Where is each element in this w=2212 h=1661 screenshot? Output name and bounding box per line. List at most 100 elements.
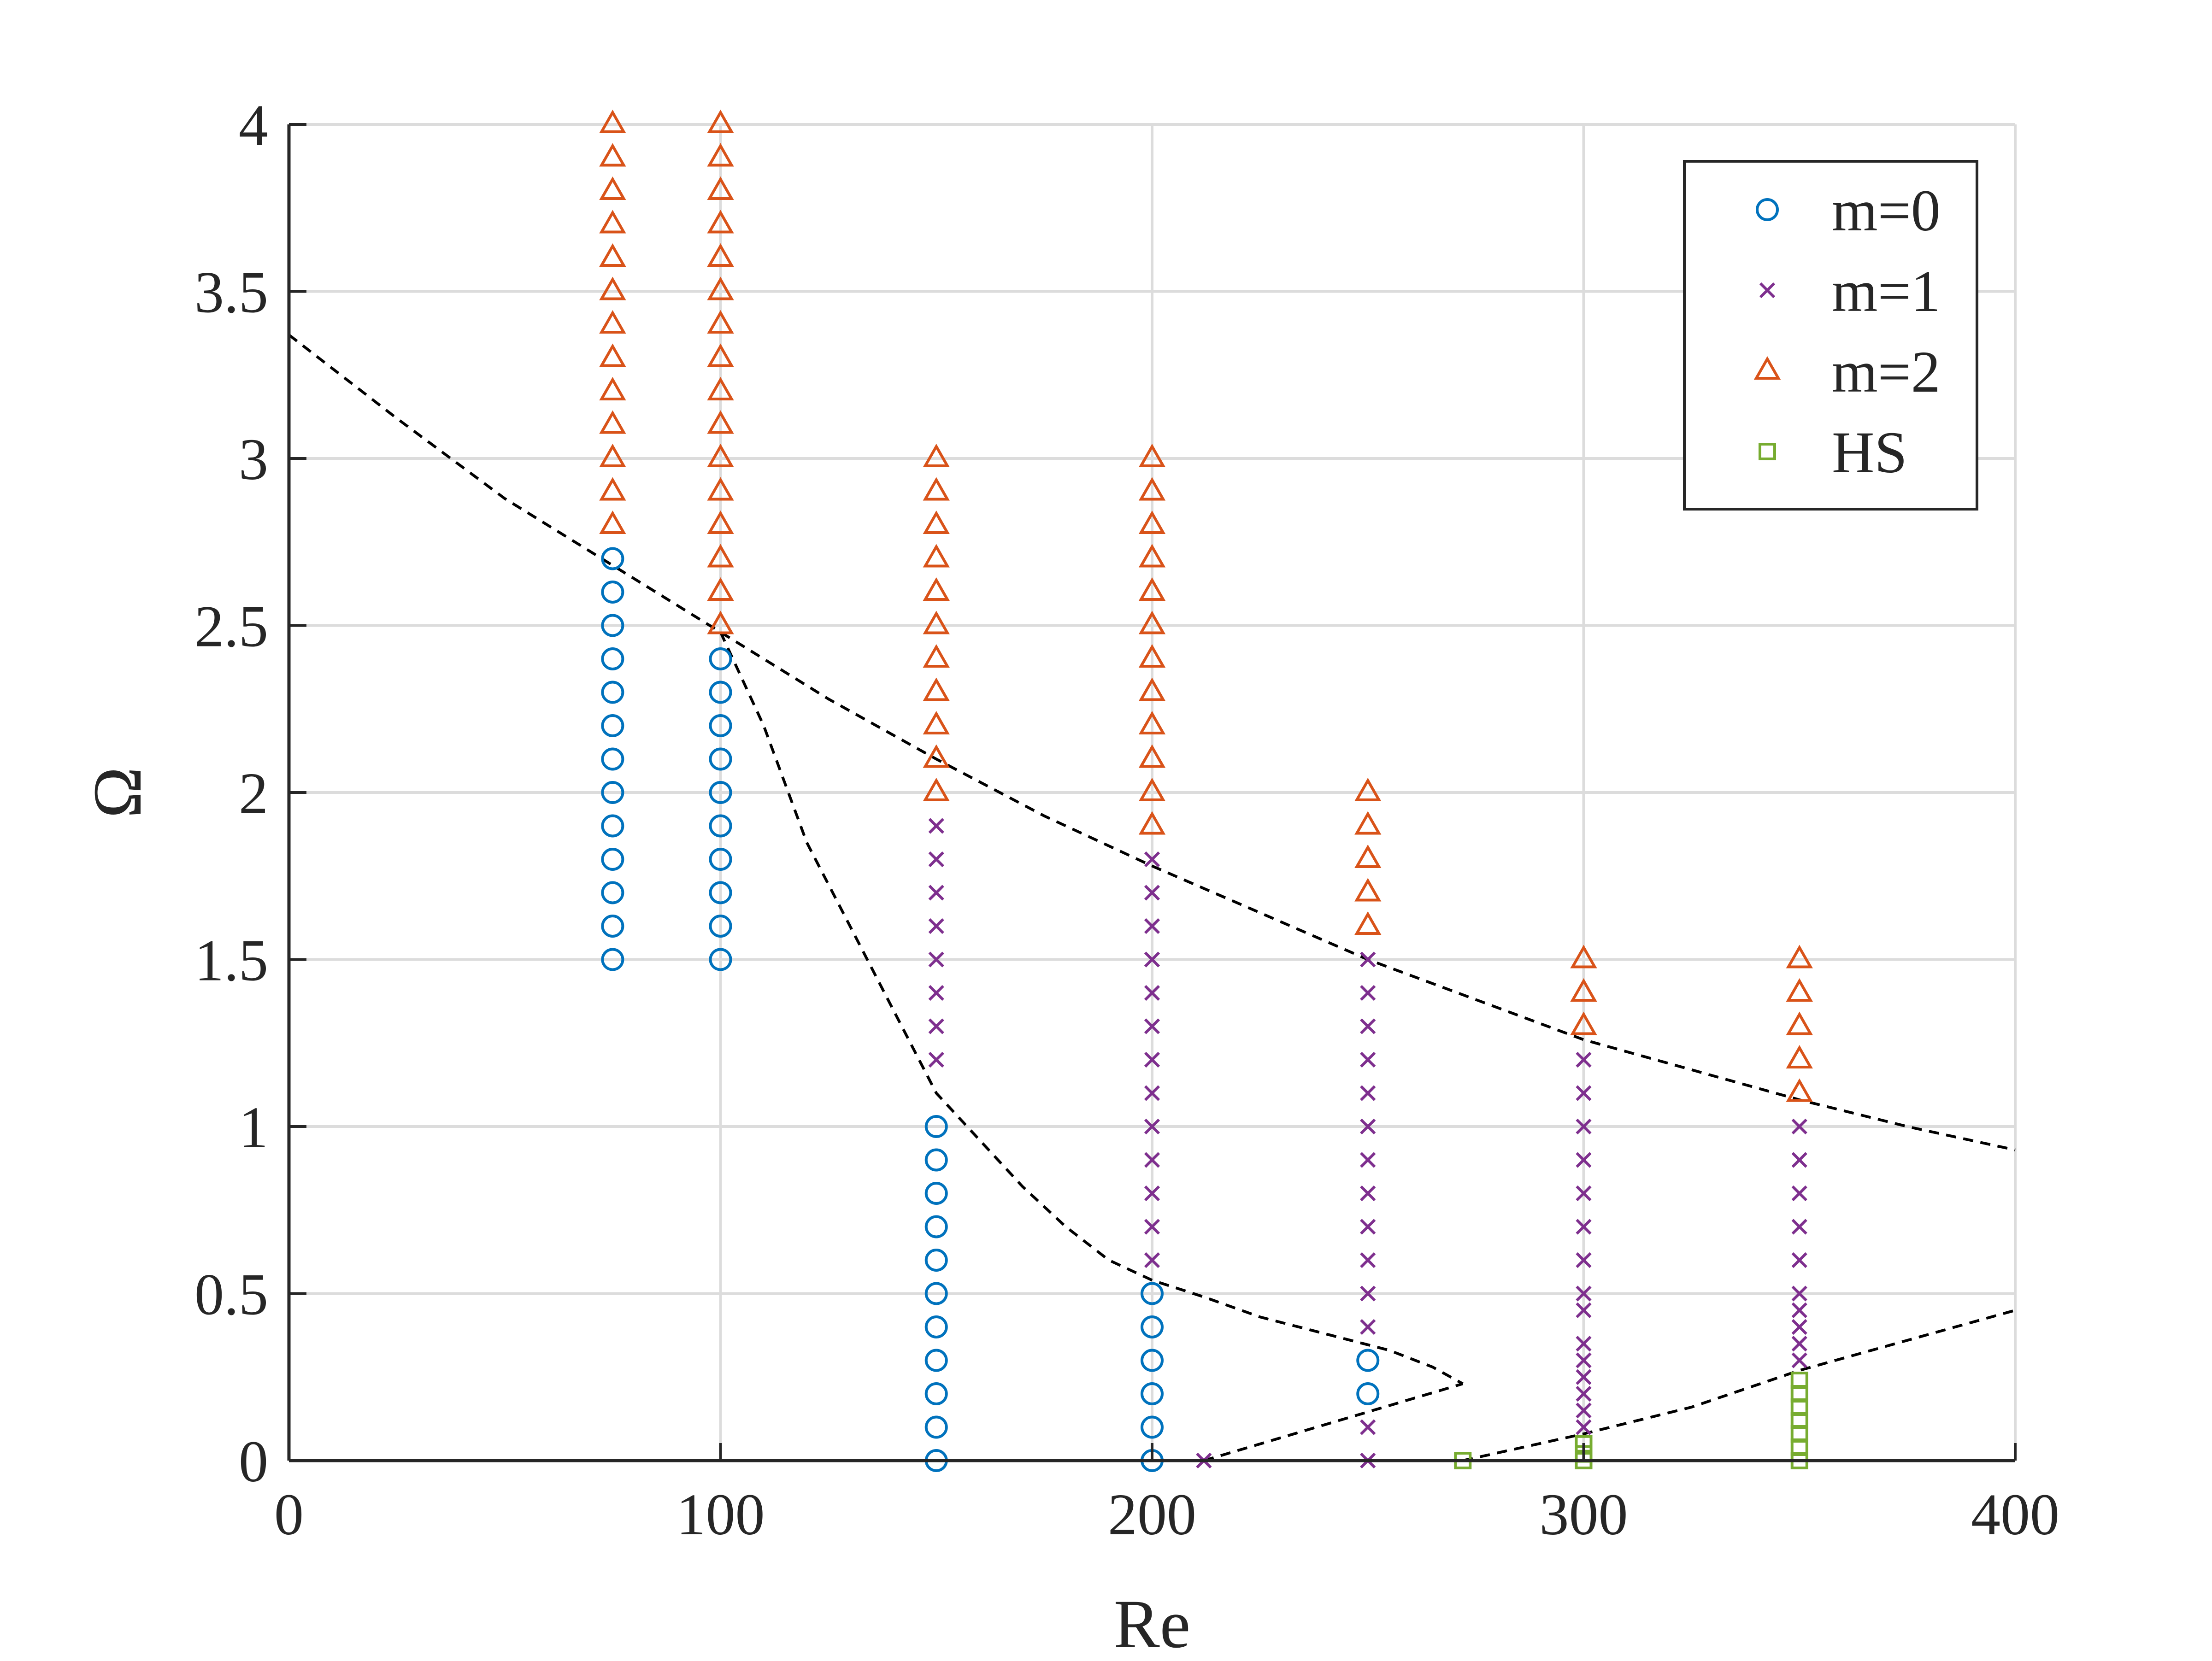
data-point-x: [1576, 1152, 1592, 1168]
data-point-circle: [924, 1349, 948, 1372]
data-point-triangle: [707, 243, 734, 267]
data-point-x: [1576, 1118, 1592, 1135]
data-point-x: [1791, 1285, 1807, 1302]
data-point-circle: [1356, 1349, 1380, 1372]
data-point-triangle: [1354, 777, 1382, 801]
series-m-0: [601, 547, 1380, 1472]
data-point-triangle: [707, 210, 734, 234]
data-point-triangle: [1138, 710, 1166, 734]
dashed-boundary-curves: [288, 334, 2016, 1462]
data-point-circle: [1141, 1382, 1164, 1405]
data-point-triangle: [923, 510, 950, 534]
data-point-triangle: [1354, 811, 1382, 835]
data-point-x: [1360, 1319, 1376, 1335]
legend-label: HS: [1832, 420, 1907, 485]
data-point-triangle: [707, 310, 734, 334]
data-point-triangle: [707, 109, 734, 133]
data-point-circle: [709, 915, 732, 938]
y-tick-label: 3.5: [194, 260, 268, 325]
data-point-circle: [1356, 1382, 1380, 1405]
data-point-triangle: [1138, 777, 1166, 801]
data-point-x: [1360, 1185, 1376, 1202]
data-point-x: [1576, 1219, 1592, 1235]
data-point-x: [1144, 1185, 1160, 1202]
y-axis-label: Ω: [79, 767, 156, 818]
data-point-triangle: [707, 477, 734, 501]
data-point-x: [928, 985, 944, 1001]
data-point-circle: [709, 681, 732, 704]
data-point-x: [1360, 1018, 1376, 1034]
data-point-triangle: [923, 544, 950, 568]
data-point-triangle: [923, 777, 950, 801]
data-point-x: [1576, 1085, 1592, 1101]
x-tick-label: 400: [1971, 1482, 2059, 1547]
data-point-circle: [601, 848, 624, 871]
data-point-x: [1144, 1051, 1160, 1068]
y-tick-label: 2: [239, 761, 268, 826]
data-point-x: [1791, 1252, 1807, 1268]
data-point-triangle: [1786, 1011, 1813, 1035]
y-tick-label: 1.5: [194, 928, 268, 993]
data-point-x: [1144, 851, 1160, 868]
legend-label: m=2: [1832, 339, 1941, 405]
data-point-circle: [709, 881, 732, 904]
y-tick-label: 0: [239, 1429, 268, 1494]
data-point-x: [1791, 1118, 1807, 1135]
data-point-triangle: [923, 677, 950, 701]
data-point-circle: [601, 814, 624, 838]
y-tick-label: 0.5: [194, 1262, 268, 1327]
data-point-x: [1576, 1285, 1592, 1302]
data-point-x: [1791, 1185, 1807, 1202]
data-point-triangle: [1138, 510, 1166, 534]
data-point-triangle: [1786, 945, 1813, 968]
data-point-circle: [709, 747, 732, 771]
legend-item: m=1: [1759, 258, 1941, 324]
data-point-triangle: [707, 343, 734, 367]
data-point-triangle: [1786, 1045, 1813, 1068]
data-point-circle: [1141, 1349, 1164, 1372]
data-point-triangle: [707, 276, 734, 300]
data-point-circle: [924, 1382, 948, 1405]
data-point-triangle: [923, 710, 950, 734]
legend-label: m=0: [1832, 178, 1941, 243]
data-point-x: [928, 1018, 944, 1034]
data-point-triangle: [923, 744, 950, 768]
data-point-x: [1360, 1051, 1376, 1068]
data-point-circle: [601, 647, 624, 670]
data-point-circle: [709, 714, 732, 737]
data-point-x: [1144, 918, 1160, 934]
data-point-square: [1790, 1372, 1808, 1389]
data-point-circle: [924, 1282, 948, 1305]
dashed-curve: [719, 631, 1464, 1385]
data-point-x: [1791, 1336, 1807, 1352]
data-point-triangle: [923, 577, 950, 601]
data-point-triangle: [599, 109, 626, 133]
data-point-triangle: [1138, 610, 1166, 634]
data-point-triangle: [1138, 577, 1166, 601]
data-point-x: [1360, 985, 1376, 1001]
data-point-circle: [924, 1415, 948, 1439]
data-point-circle: [601, 915, 624, 938]
data-point-triangle: [1138, 443, 1166, 467]
data-point-x: [1144, 1085, 1160, 1101]
legend-item: m=2: [1753, 339, 1941, 405]
data-point-x: [1791, 1319, 1807, 1335]
data-point-circle: [709, 647, 732, 670]
data-point-triangle: [1786, 1078, 1813, 1102]
data-point-x: [928, 1051, 944, 1068]
data-point-triangle: [707, 510, 734, 534]
data-point-x: [1576, 1369, 1592, 1385]
data-point-triangle: [599, 210, 626, 234]
data-point-triangle: [1138, 544, 1166, 568]
data-point-circle: [924, 1315, 948, 1338]
data-point-circle: [601, 948, 624, 971]
data-point-triangle: [1138, 644, 1166, 668]
data-point-triangle: [707, 176, 734, 200]
data-point-x: [1144, 985, 1160, 1001]
data-point-triangle: [923, 644, 950, 668]
data-point-x: [928, 918, 944, 934]
data-point-x: [1576, 1185, 1592, 1202]
legend-label: m=1: [1832, 258, 1941, 324]
